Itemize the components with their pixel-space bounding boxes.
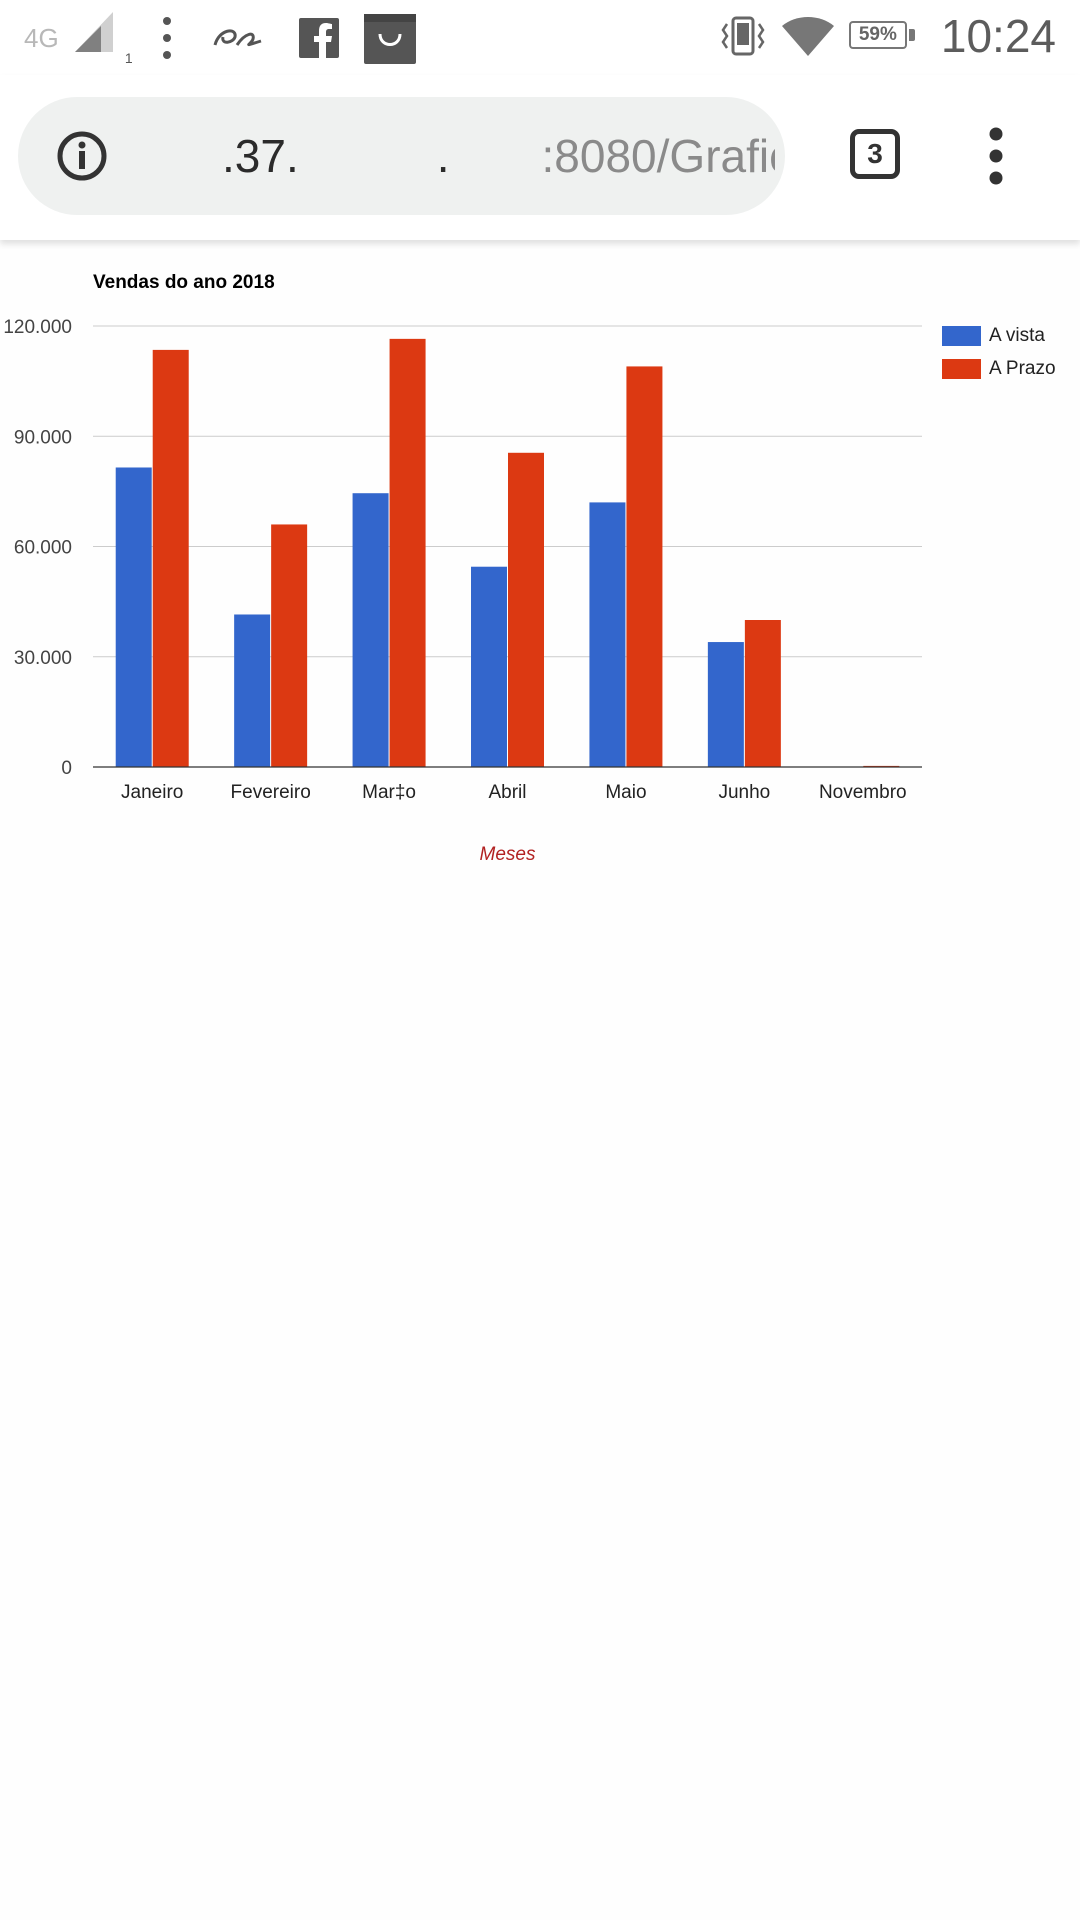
bar-a-prazo (389, 338, 426, 767)
chart-container: Vendas do ano 2018 0 30.000 60.000 90.000 12… (0, 240, 1080, 920)
battery-level: 59% (858, 24, 897, 45)
bar-a-prazo (626, 366, 663, 767)
overflow-menu-icon[interactable] (984, 126, 1008, 186)
x-tick-label: Abril (488, 782, 526, 803)
wifi-icon (781, 17, 834, 56)
shopping-bag-icon (363, 14, 416, 64)
bar-a-prazo (508, 452, 544, 767)
x-tick-label: Fevereiro (231, 782, 311, 803)
x-tick-label: Maio (605, 782, 646, 803)
vibrate-icon (721, 16, 765, 56)
legend-item: A vista (942, 324, 1056, 348)
url-host: .37. . (130, 130, 542, 182)
clock: 10:24 (940, 10, 1056, 62)
y-tick-label: 60.000 (14, 538, 72, 559)
x-axis-label: Meses (480, 844, 536, 865)
legend-swatch (942, 326, 981, 346)
facebook-icon (298, 18, 339, 58)
info-icon[interactable] (56, 130, 108, 182)
x-tick-label: Janeiro (121, 782, 183, 803)
status-bar: 4G 1 (0, 0, 1080, 75)
bar-a-vista (589, 502, 626, 767)
legend-swatch (942, 359, 981, 379)
bar-a-prazo (744, 620, 781, 767)
url-path: :8080/Grafico (541, 130, 775, 182)
signal-icon: 1 (73, 10, 133, 66)
y-tick-label: 120.000 (3, 317, 72, 338)
sim-indicator: 1 (124, 50, 133, 66)
bar-a-prazo (152, 349, 189, 767)
x-tick-label: Novembro (819, 782, 907, 803)
bar-a-prazo (271, 524, 308, 767)
bar-a-vista (115, 467, 152, 767)
browser-toolbar: .37. . :8080/Grafico 3 (0, 75, 1080, 240)
network-type: 4G (24, 22, 59, 53)
alibaba-icon (213, 29, 262, 47)
bar-a-vista (471, 566, 507, 767)
chart-title: Vendas do ano 2018 (93, 272, 275, 293)
address-bar[interactable]: .37. . :8080/Grafico (18, 97, 785, 215)
legend-label: A Prazo (989, 358, 1056, 379)
y-tick-label: 90.000 (14, 427, 72, 448)
x-tick-label: Mar‡o (362, 782, 416, 803)
legend-label: A vista (989, 325, 1045, 346)
bar-a-vista (234, 614, 271, 767)
y-tick-label: 0 (61, 758, 72, 779)
bar-a-vista (352, 493, 389, 767)
tab-switcher-icon[interactable]: 3 (850, 129, 900, 179)
bar-a-vista (707, 642, 744, 767)
url-text[interactable]: .37. . :8080/Grafico (130, 125, 775, 187)
y-tick-label: 30.000 (14, 648, 72, 669)
bar-chart: 0 30.000 60.000 90.000 120.000 Janeiro Feverei… (3, 317, 922, 865)
chart-legend: A vista A Prazo (942, 324, 1056, 390)
more-dots-icon (162, 17, 171, 59)
x-tick-label: Junho (718, 782, 770, 803)
legend-item: A Prazo (942, 357, 1056, 381)
battery-icon: 59% (848, 21, 915, 51)
